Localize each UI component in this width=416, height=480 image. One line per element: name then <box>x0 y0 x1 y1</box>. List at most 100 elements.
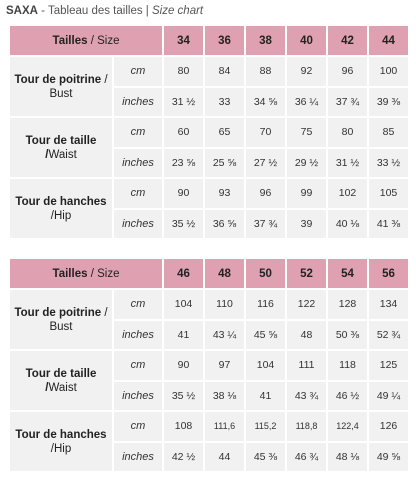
size-column-header: 42 <box>326 24 370 57</box>
size-column-header: 48 <box>203 257 247 290</box>
table-row: Tour de hanches /Hip cm 108 111,6 115,2 118,8… <box>8 410 411 473</box>
measurement-name-en: /Hip <box>50 209 72 222</box>
measurement-value: 29 ½ <box>285 146 329 179</box>
measurement-value: 122,4 <box>326 410 370 443</box>
measurement-value: 31 ½ <box>326 146 370 179</box>
table-row: Tour de hanches /Hip cm 90 93 96 99 102 105 <box>8 177 411 240</box>
unit-label: cm <box>111 177 165 210</box>
size-header-label: Tailles / Size <box>7 257 165 290</box>
size-table-1: Tailles / Size 34 36 38 40 42 44 Tour de poitri… <box>7 24 411 240</box>
size-label-fr: Tailles <box>52 34 88 47</box>
measurement-value: 96 <box>244 177 288 210</box>
measurement-value: 102 <box>326 177 370 210</box>
measurement-value: 90 <box>162 177 206 210</box>
unit-label: inches <box>111 379 165 412</box>
size-label-en: Size <box>97 34 120 47</box>
measurement-value: 27 ½ <box>244 146 288 179</box>
measurement-value: 45 ⅜ <box>244 440 288 473</box>
measurement-value: 104 <box>244 349 288 382</box>
size-label-en: Size <box>97 267 120 280</box>
table-row: inches 35 ½ 36 ⅝ 37 ¾ 39 40 ⅛ 41 ⅜ <box>9 207 411 240</box>
measurement-name: Tour de taille /Waist <box>8 349 114 412</box>
measurement-name: Tour de hanches /Hip <box>8 177 114 240</box>
measurement-value: 93 <box>203 177 247 210</box>
size-label-sep: / <box>87 34 98 47</box>
size-column-header: 36 <box>203 24 247 57</box>
table-row: inches 42 ½ 44 45 ⅜ 46 ¾ 48 ⅛ 49 ⅝ <box>9 440 411 473</box>
measurement-value: 52 ¾ <box>367 318 411 351</box>
measurement-name-fr: Tour de poitrine <box>14 73 102 86</box>
measurement-name-fr: Tour de taille / <box>25 367 97 394</box>
measurement-value: 49 ⅝ <box>367 440 411 473</box>
size-column-header: 44 <box>367 24 411 57</box>
measurement-value: 70 <box>244 116 288 149</box>
measurement-value: 85 <box>367 116 411 149</box>
size-label-fr: Tailles <box>52 267 88 280</box>
table-row: Tour de poitrine / Bust cm 104 110 116 122 128… <box>8 288 411 351</box>
measurement-value: 25 ⅝ <box>203 146 247 179</box>
unit-label: inches <box>111 440 165 473</box>
unit-label: cm <box>111 116 165 149</box>
unit-label: inches <box>111 85 165 118</box>
measurement-name-fr: Tour de hanches <box>15 195 107 208</box>
size-column-header: 40 <box>285 24 329 57</box>
table-row: inches 31 ½ 33 34 ⅝ 36 ¼ 37 ¾ 39 ⅜ <box>9 85 411 118</box>
measurement-value: 115,2 <box>244 410 288 443</box>
measurement-value: 45 ⅝ <box>244 318 288 351</box>
measurement-name-fr: Tour de poitrine <box>14 306 102 319</box>
measurement-value: 49 ¼ <box>367 379 411 412</box>
measurement-value: 65 <box>203 116 247 149</box>
measurement-name: Tour de hanches /Hip <box>8 410 114 473</box>
measurement-value: 41 <box>244 379 288 412</box>
page-title: SAXA - Tableau des tailles | Size chart <box>6 3 203 19</box>
measurement-value: 125 <box>367 349 411 382</box>
size-label-sep: / <box>87 267 98 280</box>
unit-label: inches <box>111 318 165 351</box>
measurement-value: 75 <box>285 116 329 149</box>
measurement-value: 40 ⅛ <box>326 207 370 240</box>
title-separator: - <box>37 5 48 17</box>
measurement-value: 31 ½ <box>162 85 206 118</box>
table-row: Tour de poitrine / Bust cm 80 84 88 92 96 100 <box>8 55 411 118</box>
measurement-value: 37 ¾ <box>326 85 370 118</box>
measurement-value: 43 ¼ <box>203 318 247 351</box>
table-row: inches 41 43 ¼ 45 ⅝ 48 50 ⅜ 52 ¾ <box>9 318 411 351</box>
measurement-value: 38 ⅛ <box>203 379 247 412</box>
size-column-header: 34 <box>162 24 206 57</box>
measurement-name-en: /Hip <box>50 442 72 455</box>
measurement-value: 41 <box>162 318 206 351</box>
size-column-header: 54 <box>326 257 370 290</box>
measurement-value: 48 ⅛ <box>326 440 370 473</box>
measurement-value: 23 ⅝ <box>162 146 206 179</box>
size-column-header: 46 <box>162 257 206 290</box>
measurement-value: 100 <box>367 55 411 88</box>
table-row: inches 23 ⅝ 25 ⅝ 27 ½ 29 ½ 31 ½ 33 ½ <box>9 146 411 179</box>
measurement-value: 39 ⅜ <box>367 85 411 118</box>
table-row: Tour de taille /Waist cm 90 97 104 111 118 125 <box>8 349 411 412</box>
measurement-value: 116 <box>244 288 288 321</box>
unit-label: cm <box>111 410 165 443</box>
measurement-name-en: / Bust <box>49 73 108 100</box>
measurement-value: 60 <box>162 116 206 149</box>
measurement-value: 105 <box>367 177 411 210</box>
measurement-value: 111 <box>285 349 329 382</box>
measurement-value: 46 ¾ <box>285 440 329 473</box>
size-column-header: 38 <box>244 24 288 57</box>
unit-label: inches <box>111 146 165 179</box>
measurement-value: 37 ¾ <box>244 207 288 240</box>
table-row: inches 35 ½ 38 ⅛ 41 43 ¾ 46 ½ 49 ¼ <box>9 379 411 412</box>
title-text: Tableau des tailles | <box>47 5 149 17</box>
measurement-value: 122 <box>285 288 329 321</box>
brand-name: SAXA <box>6 5 38 17</box>
measurement-name-en: Waist <box>48 381 77 394</box>
size-header-label: Tailles / Size <box>7 24 165 57</box>
measurement-value: 80 <box>162 55 206 88</box>
measurement-name-en: / Bust <box>49 306 108 333</box>
measurement-value: 33 <box>203 85 247 118</box>
measurement-value: 118,8 <box>285 410 329 443</box>
measurement-value: 41 ⅜ <box>367 207 411 240</box>
measurement-value: 36 ⅝ <box>203 207 247 240</box>
measurement-value: 50 ⅜ <box>326 318 370 351</box>
table-header-row: Tailles / Size 46 48 50 52 54 56 <box>7 257 411 290</box>
unit-label: cm <box>111 349 165 382</box>
